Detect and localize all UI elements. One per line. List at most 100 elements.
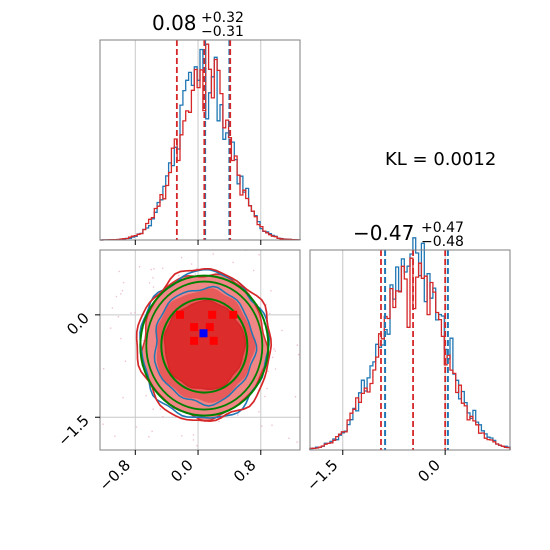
right-hist-quantile-lines — [380, 250, 449, 450]
scatter-point — [212, 253, 214, 255]
contour-fill-inner — [163, 299, 246, 390]
scatter-point — [168, 212, 170, 214]
scatter-point — [222, 237, 224, 239]
scatter-point — [36, 360, 38, 362]
scatter-point — [306, 398, 308, 400]
scatter-point — [124, 232, 126, 234]
scatter-point — [152, 408, 154, 410]
contour-frame — [99, 249, 301, 451]
top-hist-title-minus: −0.31 — [201, 24, 244, 40]
scatter-point — [177, 274, 180, 277]
scatter-point — [77, 292, 79, 294]
scatter-point — [308, 360, 310, 362]
scatter-point — [138, 265, 141, 268]
scatter-point — [142, 339, 145, 342]
scatter-point — [162, 415, 164, 418]
right-hist-title-median: −0.47 — [353, 221, 414, 245]
contour-red-marker — [205, 323, 214, 332]
scatter-point — [322, 453, 324, 455]
scatter-point — [311, 324, 313, 326]
scatter-point — [88, 230, 90, 232]
scatter-point — [257, 242, 259, 244]
scatter-point — [273, 348, 275, 350]
scatter-point — [192, 434, 195, 436]
scatter-point — [148, 282, 151, 284]
top-hist-series-red — [100, 43, 301, 241]
scatter-point — [145, 395, 147, 397]
scatter-point — [304, 266, 306, 268]
scatter-point — [122, 396, 124, 399]
scatter-point — [153, 268, 155, 270]
contour-line-blue-middle — [153, 285, 258, 407]
scatter-point — [274, 368, 277, 370]
scatter-point — [190, 263, 193, 265]
contour-line-red-outer — [135, 267, 273, 423]
top-hist-quantile-lines — [175, 40, 232, 240]
scatter-point — [102, 423, 104, 426]
scatter-point — [196, 267, 198, 270]
contour-markers — [176, 310, 238, 345]
scatter-point — [281, 329, 283, 332]
scatter-point — [214, 452, 216, 454]
scatter-point — [365, 328, 367, 330]
top-hist-blue-step — [100, 48, 301, 241]
scatter-point — [270, 290, 272, 292]
scatter-point — [181, 435, 183, 437]
scatter-point — [267, 370, 269, 373]
scatter-point — [152, 277, 154, 279]
right-hist-series-red — [309, 257, 511, 450]
contour-x-tick-label: 0.8 — [230, 456, 260, 486]
scatter-point — [130, 312, 132, 314]
scatter-point — [144, 214, 146, 216]
scatter-point — [150, 268, 152, 271]
scatter-point — [296, 344, 299, 346]
scatter-point — [2, 416, 4, 418]
scatter-point — [159, 408, 162, 410]
scatter-point — [144, 135, 146, 137]
scatter-point — [148, 214, 150, 216]
contour-red-marker — [190, 323, 199, 332]
scatter-point — [271, 424, 273, 427]
contour-ellipse-green-outer — [139, 274, 270, 417]
scatter-point — [117, 315, 120, 318]
scatter-point — [196, 444, 198, 447]
scatter-point — [85, 341, 87, 343]
scatter-point — [264, 395, 266, 398]
contour-y-tick-label: 0.0 — [63, 309, 93, 339]
scatter-point — [124, 360, 127, 363]
contour-levels — [135, 267, 273, 423]
scatter-point — [82, 340, 84, 342]
top-hist-series-blue — [100, 48, 301, 241]
scatter-point — [181, 182, 183, 184]
scatter-point — [268, 312, 271, 315]
right-hist-red-step — [309, 257, 511, 450]
scatter-point — [115, 295, 118, 298]
scatter-point — [122, 281, 125, 284]
scatter-point — [266, 387, 268, 390]
contour-ellipse-green-mid — [145, 280, 264, 411]
scatter-point — [161, 267, 164, 270]
scatter-point — [85, 301, 87, 303]
scatter-point — [258, 253, 260, 256]
scatter-point — [192, 439, 195, 441]
scatter-point — [274, 350, 277, 352]
contour-red-marker — [229, 310, 238, 319]
right-hist-panel: −1.5 0.0 −0.47 +0.47 −0.48 — [303, 220, 511, 495]
scatter-point — [144, 202, 146, 204]
scatter-point — [262, 322, 265, 325]
scatter-point — [109, 327, 112, 329]
top-hist-ticks — [134, 240, 262, 245]
right-hist-ticks: −1.5 0.0 — [303, 450, 446, 495]
top-hist-panel: 0.08 +0.32 −0.31 — [99, 10, 301, 245]
scatter-point — [219, 466, 221, 468]
top-hist-gridlines — [134, 40, 262, 240]
contour-ellipse-green-inner — [160, 297, 249, 394]
scatter-point — [259, 481, 261, 483]
scatter-point — [334, 186, 336, 188]
scatter-point — [205, 208, 207, 210]
top-hist-title-plus: +0.32 — [201, 10, 244, 26]
scatter-point — [111, 307, 114, 309]
scatter-point — [250, 488, 252, 490]
scatter-point — [288, 437, 290, 440]
